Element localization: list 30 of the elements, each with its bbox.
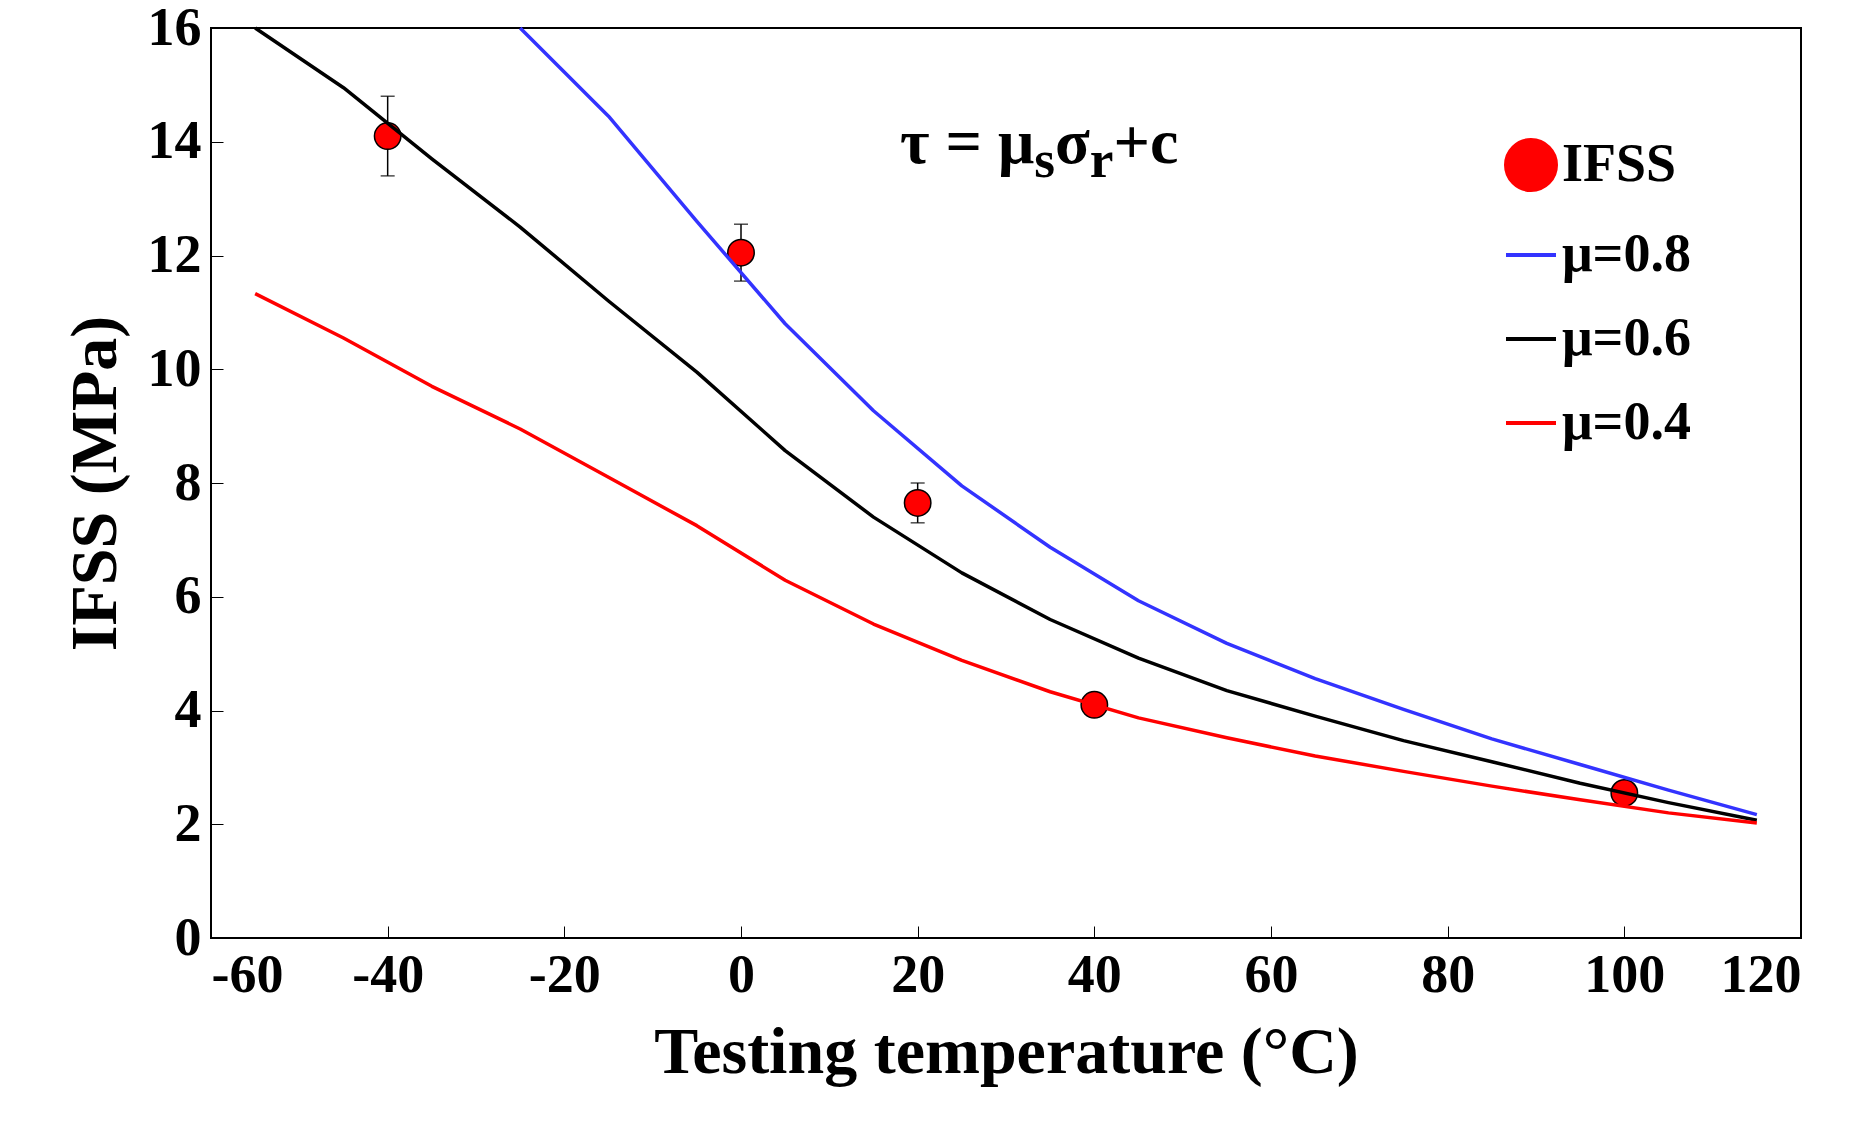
y-tick-label: 12 <box>147 224 202 284</box>
annotation: τ = μ$_{s}$σ$_{r}$+c <box>900 105 1179 190</box>
x-tick-label: -40 <box>352 943 425 1004</box>
x-tick-label: -60 <box>211 943 284 1004</box>
y-tick-label: 8 <box>174 451 202 512</box>
x-tick-label: 20 <box>891 943 946 1004</box>
x-tick-label: 0 <box>728 943 755 1004</box>
point <box>903 488 932 517</box>
y-tick-label: 10 <box>147 337 202 398</box>
legend-label: IFSS <box>1562 133 1677 193</box>
x-tick-label: 80 <box>1421 943 1476 1004</box>
line-series <box>518 26 1759 817</box>
x-tick-label: 60 <box>1244 943 1299 1004</box>
legend-label: μ=0.6 <box>1562 307 1691 367</box>
y-tick-label: 0 <box>174 906 202 967</box>
legend-label: μ=0.4 <box>1562 391 1691 451</box>
legend-label: μ=0.8 <box>1562 223 1691 283</box>
x-tick-label: 120 <box>1720 943 1802 1004</box>
y-axis-title: IFSS (MPa) <box>56 315 131 652</box>
y-tick-label: 4 <box>174 679 202 739</box>
x-axis-title: Testing temperature (°C) <box>654 1013 1359 1088</box>
x-tick-label: -20 <box>528 943 601 1004</box>
x-tick-label: 100 <box>1584 943 1666 1004</box>
y-tick-label: 6 <box>174 565 202 626</box>
y-tick-label: 14 <box>147 110 202 171</box>
y-tick-label: 2 <box>174 792 202 853</box>
point <box>727 238 755 267</box>
x-tick-label: 40 <box>1067 943 1122 1004</box>
y-tick-label: 16 <box>147 0 202 57</box>
line-series <box>253 291 1759 825</box>
